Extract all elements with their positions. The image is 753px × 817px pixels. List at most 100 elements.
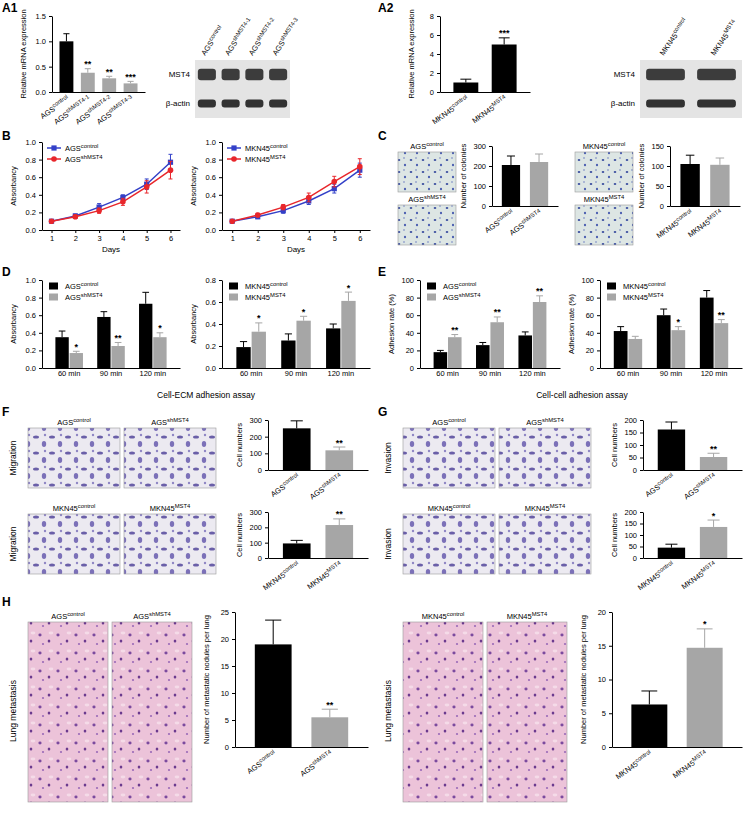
tick-mark [640,558,643,559]
legend-marker [51,156,57,162]
blot-band [269,69,287,81]
tick: 0 [482,202,492,211]
tick: 4 [121,230,125,243]
blot: AGScontrolAGSshMST4-1AGSshMST4-2AGSshMST… [166,16,302,118]
error-bar [665,544,677,547]
error-bar [115,342,122,346]
blot-band [198,99,216,107]
label-superscript: MST4 [648,292,664,298]
label-superscript: shMST4-3 [107,94,133,114]
legend-label: AGScontrol [65,281,98,291]
error-bar [59,331,66,337]
image-panel: AGSshMST4 [124,417,216,488]
label-base: MKN45 [525,504,550,513]
tick: 0.0 [206,364,222,373]
tick-mark [597,350,600,351]
tick: AGSshMST4 [682,471,719,501]
plot-marks [614,291,728,368]
tick: MKN45MST4 [679,559,719,591]
tick: 50 [629,542,643,551]
label-superscript: MST4 [270,292,286,298]
axis: MKN45controlMKN45MST4 [635,559,742,593]
tick-mark [49,67,52,68]
tick-mark [489,206,492,207]
tick-label: AGScontrol [268,472,301,499]
tick-mark [437,54,440,55]
axis: MKN45controlMKN45MST4 [261,559,369,593]
tick: 10 [221,689,235,698]
tick: AGSshMST4 [507,207,544,237]
axis-title: Absorbancy [189,304,198,344]
marker [255,212,261,218]
tick: 1.5 [36,12,52,21]
annotation: ** [451,325,459,335]
error-bar [507,156,515,165]
tick: 90 min [285,369,308,378]
image-label: AGSshMST4 [408,194,446,204]
legend-label: MKN45control [623,281,666,291]
tick-label: 300 [473,142,486,151]
legend-entry: AGScontrol [47,143,98,153]
label-superscript: control [450,94,468,109]
blot-band [697,99,736,107]
tick-label: 90 min [100,369,123,378]
label-base: MKN45 [623,293,648,302]
tick-mark [232,720,235,721]
image-label: MKN45control [422,611,465,621]
bar [453,83,478,93]
blot-membrane [640,60,742,118]
tick-label: 50 [629,453,637,462]
bar [325,450,353,470]
blot-band [222,69,240,81]
tick-mark [640,445,643,446]
tick: 120 min [328,369,355,378]
tick-mark [219,142,222,143]
legend-swatch [49,294,58,301]
panel-label: A1 [2,1,18,15]
marker [357,164,363,170]
annotation: * [677,317,681,327]
row-label: β-actin [611,99,635,108]
tick: 100 [624,441,643,450]
label-base: AGS [432,418,448,427]
tick-mark [334,230,335,233]
bar [476,345,490,368]
marker [96,208,102,214]
tick: 3 [282,230,286,243]
label-base: MKN45 [507,612,532,621]
bar [448,337,462,368]
error-bar [240,342,247,348]
legend-swatch [229,294,238,301]
axis: AGScontrolAGSshMST4 [483,207,559,238]
tick-label: 1.0 [206,138,216,147]
axis-title: Number of colonies [637,143,646,208]
tick-label: 0.4 [206,191,216,200]
label-base: MKN45 [245,144,270,153]
tick-label: 150 [651,142,664,151]
label-superscript: MST4 [722,18,736,35]
tick: 200 [473,162,492,171]
bar [326,328,340,368]
axis: 0100200300 [249,416,268,475]
legend: MKN45controlMKN45MST4 [607,281,666,302]
image-panel: AGSshMST4 [112,611,192,802]
lane-label: AGSshMST4-3 [270,16,303,57]
error-bar [718,320,725,324]
label-superscript: control [207,24,222,42]
legend-label: MKN45MST4 [623,292,664,302]
axis-line [613,747,743,748]
bar [325,525,353,558]
chart: ***020406080100Adhesion rate (%)60 min90… [567,276,743,378]
tick: 100 [651,162,670,171]
tick-label: 60 min [617,369,640,378]
tick: 5 [602,709,612,718]
marker [332,186,337,191]
tick-mark [39,160,42,161]
label-superscript: shMST4 [311,748,333,766]
image-label: MKN45MST4 [525,503,566,513]
error-bar [675,327,682,331]
bar [533,302,547,368]
tick: 0 [633,554,643,563]
tick: 0 [410,364,420,373]
tick: 50 [656,182,670,191]
